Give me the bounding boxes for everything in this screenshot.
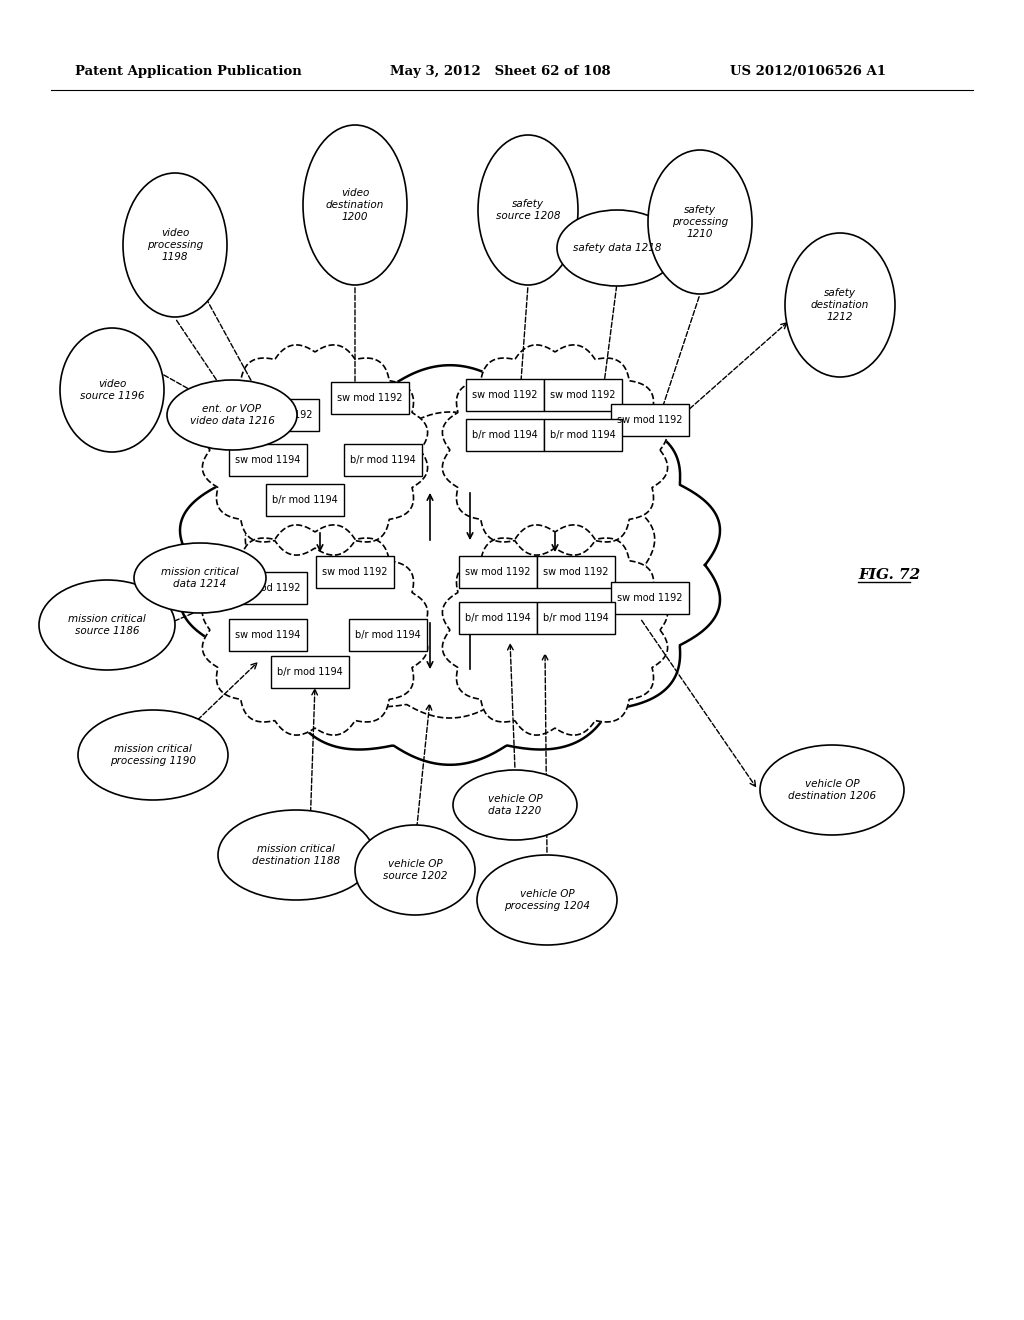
Text: Patent Application Publication: Patent Application Publication bbox=[75, 66, 302, 78]
Text: mission critical
source 1186: mission critical source 1186 bbox=[69, 614, 145, 636]
Ellipse shape bbox=[760, 744, 904, 836]
Bar bbox=[611, 404, 689, 436]
Text: vehicle OP
source 1202: vehicle OP source 1202 bbox=[383, 859, 447, 880]
Bar bbox=[537, 556, 615, 587]
Text: sw mod 1192: sw mod 1192 bbox=[247, 411, 312, 420]
Bar bbox=[544, 418, 622, 451]
Text: safety
processing
1210: safety processing 1210 bbox=[672, 206, 728, 239]
Bar bbox=[611, 582, 689, 614]
Ellipse shape bbox=[134, 543, 266, 612]
Ellipse shape bbox=[557, 210, 677, 286]
Ellipse shape bbox=[60, 327, 164, 451]
Bar bbox=[271, 656, 349, 688]
Bar bbox=[544, 379, 622, 411]
Text: b/r mod 1194: b/r mod 1194 bbox=[272, 495, 338, 506]
Text: safety
destination
1212: safety destination 1212 bbox=[811, 288, 869, 322]
Ellipse shape bbox=[303, 125, 407, 285]
Polygon shape bbox=[180, 366, 720, 764]
Polygon shape bbox=[246, 412, 654, 718]
Text: sw mod 1194: sw mod 1194 bbox=[236, 630, 301, 640]
Text: video
destination
1200: video destination 1200 bbox=[326, 189, 384, 222]
Text: sw mod 1192: sw mod 1192 bbox=[617, 593, 683, 603]
Text: sw mod 1192: sw mod 1192 bbox=[617, 414, 683, 425]
Bar bbox=[349, 619, 427, 651]
Ellipse shape bbox=[785, 234, 895, 378]
Text: sw mod 1192: sw mod 1192 bbox=[465, 568, 530, 577]
Bar bbox=[537, 602, 615, 634]
Bar bbox=[229, 572, 307, 605]
Bar bbox=[344, 444, 422, 477]
Polygon shape bbox=[203, 345, 428, 556]
Text: sw mod 1192: sw mod 1192 bbox=[236, 583, 301, 593]
Bar bbox=[266, 484, 344, 516]
Bar bbox=[466, 379, 544, 411]
Ellipse shape bbox=[39, 579, 175, 671]
Text: b/r mod 1194: b/r mod 1194 bbox=[472, 430, 538, 440]
Bar bbox=[459, 602, 537, 634]
Ellipse shape bbox=[123, 173, 227, 317]
Ellipse shape bbox=[648, 150, 752, 294]
Text: US 2012/0106526 A1: US 2012/0106526 A1 bbox=[730, 66, 886, 78]
Bar bbox=[466, 418, 544, 451]
Text: b/r mod 1194: b/r mod 1194 bbox=[465, 612, 530, 623]
Text: mission critical
destination 1188: mission critical destination 1188 bbox=[252, 845, 340, 866]
Text: sw mod 1192: sw mod 1192 bbox=[472, 389, 538, 400]
Text: video
processing
1198: video processing 1198 bbox=[146, 228, 203, 261]
Ellipse shape bbox=[477, 855, 617, 945]
Text: sw mod 1192: sw mod 1192 bbox=[544, 568, 608, 577]
Text: b/r mod 1194: b/r mod 1194 bbox=[278, 667, 343, 677]
Text: sw mod 1192: sw mod 1192 bbox=[337, 393, 402, 403]
Text: vehicle OP
data 1220: vehicle OP data 1220 bbox=[487, 795, 543, 816]
Bar bbox=[229, 444, 307, 477]
Bar bbox=[229, 619, 307, 651]
Text: b/r mod 1194: b/r mod 1194 bbox=[355, 630, 421, 640]
Ellipse shape bbox=[355, 825, 475, 915]
Text: b/r mod 1194: b/r mod 1194 bbox=[550, 430, 615, 440]
Polygon shape bbox=[442, 525, 668, 735]
Bar bbox=[331, 381, 409, 414]
Ellipse shape bbox=[218, 810, 374, 900]
Polygon shape bbox=[203, 525, 428, 735]
Ellipse shape bbox=[167, 380, 297, 450]
Text: vehicle OP
destination 1206: vehicle OP destination 1206 bbox=[787, 779, 877, 801]
Text: safety
source 1208: safety source 1208 bbox=[496, 199, 560, 220]
Ellipse shape bbox=[78, 710, 228, 800]
Bar bbox=[459, 556, 537, 587]
Text: safety data 1218: safety data 1218 bbox=[572, 243, 662, 253]
Bar bbox=[241, 399, 319, 432]
Ellipse shape bbox=[478, 135, 578, 285]
Text: sw mod 1194: sw mod 1194 bbox=[236, 455, 301, 465]
Ellipse shape bbox=[453, 770, 577, 840]
Text: b/r mod 1194: b/r mod 1194 bbox=[350, 455, 416, 465]
Text: sw mod 1192: sw mod 1192 bbox=[323, 568, 388, 577]
Text: sw mod 1192: sw mod 1192 bbox=[550, 389, 615, 400]
Text: vehicle OP
processing 1204: vehicle OP processing 1204 bbox=[504, 890, 590, 911]
Text: video
source 1196: video source 1196 bbox=[80, 379, 144, 401]
Text: FIG. 72: FIG. 72 bbox=[858, 568, 921, 582]
Text: b/r mod 1194: b/r mod 1194 bbox=[543, 612, 609, 623]
Polygon shape bbox=[442, 345, 668, 556]
Text: May 3, 2012   Sheet 62 of 108: May 3, 2012 Sheet 62 of 108 bbox=[390, 66, 610, 78]
Text: mission critical
data 1214: mission critical data 1214 bbox=[161, 568, 239, 589]
Text: mission critical
processing 1190: mission critical processing 1190 bbox=[110, 744, 196, 766]
Bar bbox=[316, 556, 394, 587]
Text: ent. or VOP
video data 1216: ent. or VOP video data 1216 bbox=[189, 404, 274, 426]
